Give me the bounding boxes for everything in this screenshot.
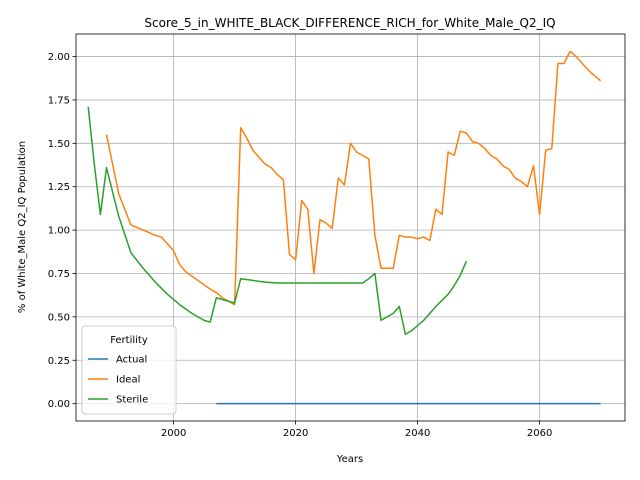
- series-line-ideal: [105, 50, 602, 306]
- series-lines: [87, 50, 602, 405]
- y-tick-label: 0.00: [48, 399, 70, 410]
- y-tick-label: 2.00: [48, 52, 70, 63]
- y-tick-label: 0.75: [48, 269, 70, 280]
- y-axis-ticks: 0.00 0.25 0.50 0.75 1.00 1.25 1.50 1.75 2.00: [48, 52, 76, 410]
- legend-box: [81, 325, 177, 415]
- x-tick-label: 2060: [527, 428, 552, 439]
- legend: Fertility Actual Ideal Sterile: [81, 325, 177, 415]
- y-tick-label: 1.25: [48, 182, 70, 193]
- chart-title: Score_5_in_WHITE_BLACK_DIFFERENCE_RICH_f…: [144, 16, 555, 30]
- series-line-sterile: [87, 106, 468, 335]
- legend-label-ideal: Ideal: [116, 375, 140, 386]
- plot-frame: [75, 33, 626, 422]
- x-tick-label: 2000: [161, 428, 186, 439]
- legend-title: Fertility: [110, 335, 148, 346]
- x-axis-label: Years: [336, 454, 363, 465]
- y-tick-label: 1.00: [48, 226, 70, 237]
- legend-label-actual: Actual: [116, 355, 147, 366]
- x-axis-ticks: 2000 2020 2040 2060: [161, 421, 552, 439]
- x-tick-label: 2040: [405, 428, 430, 439]
- legend-items: Actual Ideal Sterile: [88, 355, 148, 406]
- y-tick-label: 1.75: [48, 95, 70, 106]
- y-axis-label: % of White_Male Q2_IQ Population: [17, 141, 28, 313]
- y-tick-label: 1.50: [48, 139, 70, 150]
- legend-label-sterile: Sterile: [116, 395, 148, 406]
- y-tick-label: 0.25: [48, 356, 70, 367]
- x-tick-label: 2020: [283, 428, 308, 439]
- y-tick-label: 0.50: [48, 312, 70, 323]
